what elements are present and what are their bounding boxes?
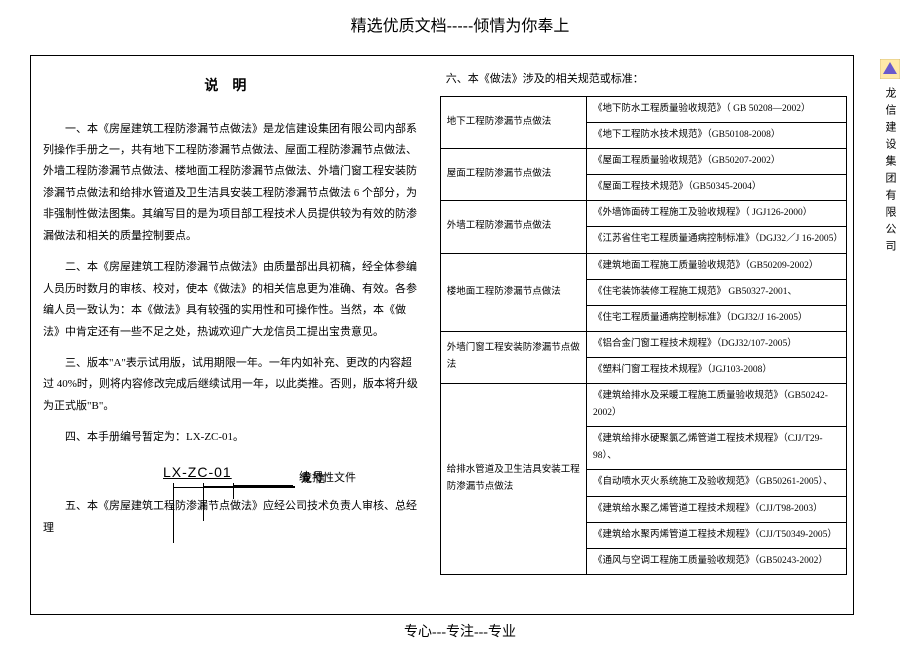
sidebar: 龙信建设集团有限公司 [866,55,914,615]
paragraph-5: 五、本《房屋建筑工程防渗漏节点做法》应经公司技术负责人审核、总经理 [43,496,422,539]
standard-cell: 《建筑给水聚乙烯管道工程技术规程》（CJJ/T98-2003） [587,496,847,522]
table-row: 楼地面工程防渗漏节点做法《建筑地面工程施工质量验收规范》（GB50209-200… [440,253,846,279]
standard-cell: 《住宅装饰装修工程施工规范》 GB50327-2001、 [587,279,847,305]
table-row: 给排水管道及卫生洁具安装工程防渗漏节点做法《建筑给排水及采暖工程施工质量验收规范… [440,384,846,427]
category-cell: 屋面工程防渗漏节点做法 [440,149,586,201]
category-cell: 给排水管道及卫生洁具安装工程防渗漏节点做法 [440,384,586,575]
company-logo-icon [880,59,900,79]
standard-cell: 《地下防水工程质量验收规范》（ GB 50208—2002） [587,97,847,123]
category-cell: 外墙工程防渗漏节点做法 [440,201,586,253]
standard-cell: 《外墙饰面砖工程施工及验收规程》（ JGJ126-2000） [587,201,847,227]
right-heading: 六、本《做法》涉及的相关规范或标准： [446,70,847,86]
standard-cell: 《屋面工程质量验收规范》（GB50207-2002） [587,149,847,175]
table-row: 屋面工程防渗漏节点做法《屋面工程质量验收规范》（GB50207-2002） [440,149,846,175]
paragraph-3: 三、版本"A"表示试用版，试用期限一年。一年内如补充、更改的内容超过 40%时，… [43,353,422,417]
standard-cell: 《屋面工程技术规范》（GB50345-2004） [587,175,847,201]
standard-cell: 《建筑地面工程施工质量验收规范》（GB50209-2002） [587,253,847,279]
standard-cell: 《建筑给排水及采暖工程施工质量验收规范》（GB50242-2002） [587,384,847,427]
standard-cell: 《住宅工程质量通病控制标准》（DGJ32/J 16-2005） [587,305,847,331]
category-cell: 外墙门窗工程安装防渗漏节点做法 [440,331,586,383]
right-column: 六、本《做法》涉及的相关规范或标准： 地下工程防渗漏节点做法《地下防水工程质量验… [434,56,853,614]
page-header: 精选优质文档-----倾情为你奉上 [0,0,920,42]
content-frame: 说明 一、本《房屋建筑工程防渗漏节点做法》是龙信建设集团有限公司内部系列操作手册… [30,55,854,615]
standard-cell: 《江苏省住宅工程质量通病控制标准》（DGJ32／J 16-2005） [587,227,847,253]
code-text: LX-ZC-01 [163,459,422,486]
code-label-3: 龙 信 [301,466,326,492]
standard-cell: 《建筑给排水硬聚氯乙烯管道工程技术规程》（CJJ/T29-98）、 [587,427,847,470]
paragraph-4: 四、本手册编号暂定为：LX-ZC-01。 [43,427,422,448]
left-column: 说明 一、本《房屋建筑工程防渗漏节点做法》是龙信建设集团有限公司内部系列操作手册… [31,56,434,614]
table-row: 地下工程防渗漏节点做法《地下防水工程质量验收规范》（ GB 50208—2002… [440,97,846,123]
category-cell: 地下工程防渗漏节点做法 [440,97,586,149]
standard-cell: 《地下工程防水技术规范》（GB50108-2008） [587,123,847,149]
standard-cell: 《自动喷水灭火系统施工及验收规范》（GB50261-2005）、 [587,470,847,496]
standard-cell: 《建筑给水聚丙烯管道工程技术规程》（CJJ/T50349-2005） [587,522,847,548]
standards-table: 地下工程防渗漏节点做法《地下防水工程质量验收规范》（ GB 50208—2002… [440,96,847,575]
standard-cell: 《铝合金门窗工程技术规程》（DGJ32/107-2005） [587,331,847,357]
table-row: 外墙工程防渗漏节点做法《外墙饰面砖工程施工及验收规程》（ JGJ126-2000… [440,201,846,227]
standard-cell: 《塑料门窗工程技术规程》（JGJ103-2008） [587,357,847,383]
section-title: 说明 [43,74,422,101]
table-row: 外墙门窗工程安装防渗漏节点做法《铝合金门窗工程技术规程》（DGJ32/107-2… [440,331,846,357]
company-name: 龙信建设集团有限公司 [882,87,898,257]
code-diagram: LX-ZC-01 编 号 支持性文件 龙 信 [163,459,422,489]
standard-cell: 《通风与空调工程施工质量验收规范》（GB50243-2002） [587,548,847,574]
page-footer: 专心---专注---专业 [0,621,920,641]
paragraph-2: 二、本《房屋建筑工程防渗漏节点做法》由质量部出具初稿，经全体参编人员历时数月的审… [43,257,422,343]
paragraph-1: 一、本《房屋建筑工程防渗漏节点做法》是龙信建设集团有限公司内部系列操作手册之一，… [43,119,422,248]
category-cell: 楼地面工程防渗漏节点做法 [440,253,586,331]
